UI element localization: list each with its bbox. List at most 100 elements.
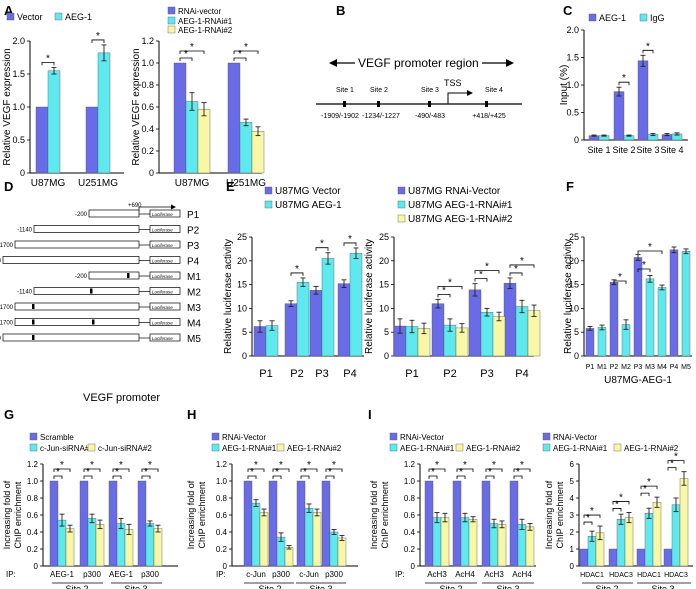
- legend-swatch: [264, 186, 273, 195]
- bar: [608, 548, 618, 567]
- y-tick-label: 15: [237, 280, 247, 290]
- significance-bracket: [485, 468, 503, 472]
- significance-bracket: [618, 81, 630, 86]
- bar: [509, 480, 519, 567]
- significance-bracket: [247, 475, 257, 479]
- y-tick-label: 2.0: [566, 25, 579, 35]
- significance-star: *: [275, 467, 279, 478]
- significance-star: *: [590, 506, 594, 517]
- construct-start-label: -1140: [17, 290, 33, 296]
- significance-star: *: [90, 460, 94, 471]
- x-category-label: Site 3: [636, 145, 659, 155]
- y-tick-label: 5: [570, 477, 575, 486]
- site-group-label: Site 2: [65, 584, 88, 589]
- y-tick-label: 0.6: [216, 511, 228, 520]
- significance-bracket: [474, 270, 500, 274]
- y-tick-label: 1.2: [141, 36, 154, 46]
- bar: [480, 312, 494, 357]
- significance-bracket: [233, 57, 247, 61]
- bar: [329, 531, 339, 567]
- promoter-box: [2, 333, 140, 342]
- bar: [259, 512, 269, 567]
- luciferase-label: Luciferase: [152, 305, 173, 310]
- significance-bracket: [272, 468, 290, 472]
- y-tick-label: 20: [379, 256, 389, 266]
- legend-label: RNAi-Vector: [553, 433, 597, 442]
- significance-star: *: [303, 467, 307, 478]
- end-position-label: +690: [128, 203, 142, 209]
- x-category-label: U251MG: [78, 178, 118, 189]
- bar: [97, 52, 111, 174]
- y-tick-label: 5: [242, 327, 247, 337]
- significance-star: *: [184, 49, 188, 60]
- y-tick-label: 0: [570, 562, 575, 571]
- bar: [657, 287, 667, 357]
- promoter-box: [33, 287, 140, 295]
- legend-label: U87MG AEG-1-RNAi#2: [408, 214, 513, 225]
- bar: [268, 480, 278, 567]
- x-category-label: Site 2: [612, 145, 635, 155]
- bar: [497, 524, 507, 567]
- construct-start-label: -1700: [0, 305, 14, 311]
- significance-bracket: [179, 50, 205, 54]
- x-category-label: U87MG: [31, 178, 66, 189]
- legend-swatch: [389, 432, 398, 441]
- chart-h: 0 0.2 0.4 0.6 0.8 1.0 1.2 Increasing fold of ChI…: [186, 432, 358, 589]
- legend-label: AEG-1-RNAi#2: [624, 444, 679, 453]
- luciferase-label: Luciferase: [152, 259, 173, 264]
- significance-bracket: [343, 242, 357, 246]
- promoter-box: [88, 271, 140, 280]
- significance-bracket: [83, 468, 101, 472]
- significance-bracket: [112, 475, 122, 479]
- bar: [145, 523, 155, 567]
- site-1-marker: [343, 101, 346, 107]
- y-tick-label: 25: [569, 232, 579, 242]
- luciferase-box: [149, 333, 181, 342]
- luciferase-label: Luciferase: [152, 336, 173, 341]
- bar: [613, 91, 625, 141]
- bar: [185, 101, 199, 174]
- x-category-label: P1: [586, 364, 595, 371]
- luciferase-label: Luciferase: [152, 290, 173, 295]
- bar: [671, 504, 681, 567]
- x-category-label: P4: [343, 368, 356, 380]
- bar: [637, 60, 649, 141]
- bar: [597, 327, 607, 357]
- y-tick-label: 0: [242, 351, 247, 361]
- significance-bracket: [300, 468, 318, 472]
- legend-swatch: [211, 432, 220, 441]
- legend-swatch: [542, 432, 551, 441]
- significance-star: *: [279, 460, 283, 471]
- bar: [87, 518, 97, 567]
- x-category-label: M3: [645, 364, 655, 371]
- bar: [251, 502, 261, 567]
- significance-star: *: [619, 492, 623, 503]
- y-axis-label-line2: ChIP enrichment: [380, 481, 390, 548]
- bar: [460, 517, 470, 567]
- legend-swatch: [167, 6, 176, 15]
- y-tick-label: 20: [569, 256, 579, 266]
- significance-star: *: [86, 467, 90, 478]
- significance-bracket: [300, 475, 310, 479]
- luciferase-label: Luciferase: [152, 274, 173, 279]
- bar: [116, 523, 126, 567]
- bar: [337, 537, 347, 567]
- significance-star: *: [348, 234, 352, 245]
- legend-label: AEG-1-RNAi#2: [178, 26, 233, 35]
- significance-star: *: [244, 42, 248, 53]
- construct-m4: Luciferase -1700 M4: [0, 318, 201, 330]
- bar: [309, 290, 323, 357]
- promoter-box: [88, 209, 140, 218]
- significance-bracket: [667, 460, 685, 464]
- mutation-marker: [92, 319, 95, 325]
- legend-swatch: [455, 443, 464, 452]
- significance-star: *: [238, 49, 242, 60]
- luciferase-label: Luciferase: [152, 243, 173, 248]
- significance-bracket: [53, 475, 63, 479]
- legend-label: U87MG AEG-1-RNAi#1: [408, 200, 513, 211]
- legend-swatch: [397, 186, 406, 195]
- significance-bracket: [583, 521, 593, 526]
- construct-name: M5: [187, 334, 201, 345]
- y-tick-label: 0.4: [216, 528, 228, 537]
